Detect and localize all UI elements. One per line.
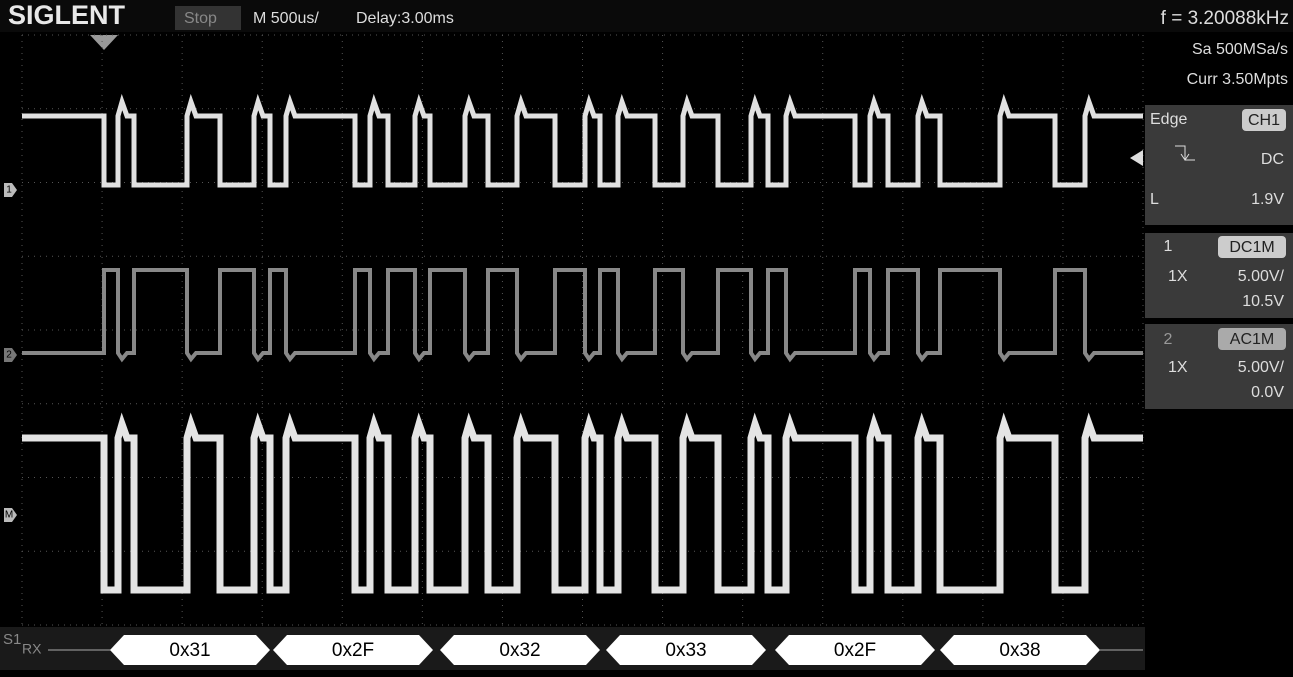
oscilloscope-screen: SIGLENT Stop M 500us/ Delay:3.00ms f = 3… xyxy=(0,0,1293,677)
ch1-marker-label: 1 xyxy=(6,185,12,196)
trigger-level: 1.9V xyxy=(1251,191,1284,208)
ch2-probe: 1X xyxy=(1168,359,1188,376)
background xyxy=(0,0,1293,677)
ch2-number: 2 xyxy=(1164,331,1173,348)
trigger-source: CH1 xyxy=(1248,112,1280,129)
ch1-offset: 10.5V xyxy=(1242,293,1284,310)
trigger-level-label: L xyxy=(1150,191,1159,208)
decode-byte: 0x2F xyxy=(332,640,374,661)
decode-byte: 0x32 xyxy=(499,640,540,661)
math-marker-label: M xyxy=(5,510,13,521)
brand: SIGLENT xyxy=(8,0,126,30)
ch2-coupling: AC1M xyxy=(1230,331,1274,348)
ch2-scale: 5.00V/ xyxy=(1238,359,1285,376)
ch2-marker-label: 2 xyxy=(6,350,12,361)
ch1-number: 1 xyxy=(1164,238,1173,255)
trigger-mode: Edge xyxy=(1150,111,1187,128)
ch2-offset: 0.0V xyxy=(1251,384,1284,401)
frequency: f = 3.20088kHz xyxy=(1161,8,1289,29)
ch1-scale: 5.00V/ xyxy=(1238,268,1285,285)
decode-byte: 0x31 xyxy=(169,640,210,661)
sample-rate: Sa 500MSa/s xyxy=(1192,41,1288,58)
status: Stop xyxy=(184,10,217,27)
trigger-coupling: DC xyxy=(1261,151,1284,168)
decode-byte: 0x2F xyxy=(834,640,876,661)
ch1-coupling: DC1M xyxy=(1229,239,1274,256)
bus-label: S1 xyxy=(3,631,21,648)
memory-depth: Curr 3.50Mpts xyxy=(1187,71,1288,88)
decode-label: RX xyxy=(22,641,42,657)
timebase: M 500us/ xyxy=(253,10,319,27)
ch1-probe: 1X xyxy=(1168,268,1188,285)
decode-byte: 0x33 xyxy=(665,640,706,661)
decode-byte: 0x38 xyxy=(999,640,1040,661)
delay: Delay:3.00ms xyxy=(356,10,454,27)
